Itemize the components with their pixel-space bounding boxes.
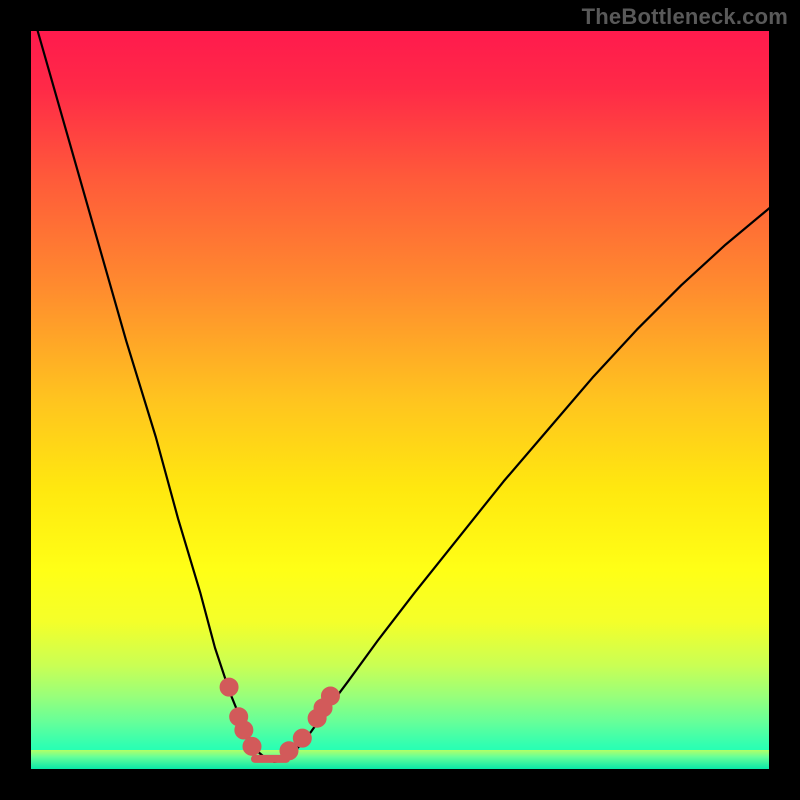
plot-background bbox=[30, 30, 770, 770]
data-marker bbox=[235, 721, 253, 739]
data-marker bbox=[321, 687, 339, 705]
watermark-text: TheBottleneck.com bbox=[582, 4, 788, 30]
data-marker bbox=[220, 678, 238, 696]
data-marker bbox=[293, 729, 311, 747]
data-marker bbox=[243, 737, 261, 755]
bottleneck-chart bbox=[0, 0, 800, 800]
green-band bbox=[30, 750, 770, 770]
